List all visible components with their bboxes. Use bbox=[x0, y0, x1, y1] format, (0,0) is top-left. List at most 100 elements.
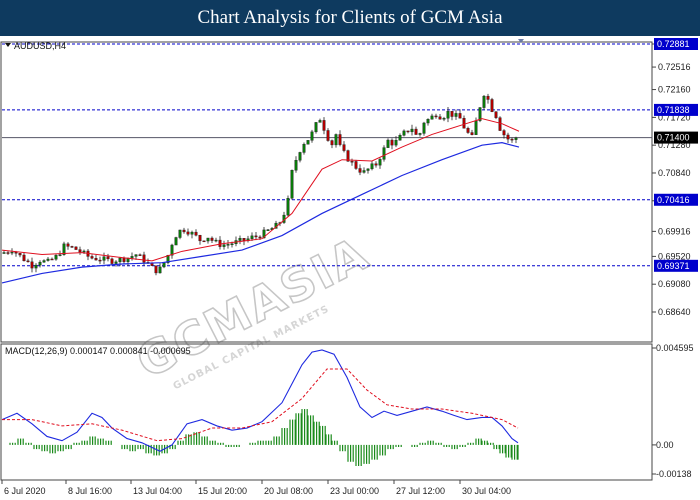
candle-body bbox=[174, 237, 178, 246]
candle-body bbox=[514, 137, 518, 140]
candle-body bbox=[214, 239, 218, 242]
candle-body bbox=[266, 229, 270, 231]
price-tick-label: 0.71280 bbox=[658, 140, 691, 150]
candle-body bbox=[466, 128, 470, 133]
candle-body bbox=[262, 229, 266, 239]
macd-tick-label: 0.00 bbox=[656, 440, 674, 450]
candle-body bbox=[42, 260, 46, 263]
price-panel-frame bbox=[0, 41, 653, 343]
candle-body bbox=[426, 119, 430, 124]
time-tick-label: 20 Jul 08:00 bbox=[264, 486, 313, 496]
candle-body bbox=[58, 254, 62, 256]
candle-body bbox=[478, 107, 482, 121]
moving-average-red-line bbox=[1, 118, 520, 262]
time-tick-label: 23 Jul 00:00 bbox=[330, 486, 379, 496]
candle-body bbox=[310, 131, 314, 141]
candle-body bbox=[406, 130, 410, 133]
candle-body bbox=[82, 250, 86, 253]
candle-body bbox=[118, 257, 122, 263]
candle-body bbox=[418, 133, 422, 135]
candle-body bbox=[294, 160, 298, 171]
candle-body bbox=[46, 258, 50, 261]
candle-body bbox=[386, 139, 390, 148]
candle-body bbox=[390, 139, 394, 146]
candle-body bbox=[202, 240, 206, 243]
candle-body bbox=[254, 235, 258, 238]
level-label: 0.71400 bbox=[657, 133, 690, 143]
candle-body bbox=[354, 161, 358, 169]
candle-body bbox=[458, 113, 462, 119]
macd-axis-ticks: 0.004595 0.00 -0.00138 bbox=[652, 343, 694, 479]
candle-body bbox=[506, 134, 510, 140]
candle-body bbox=[394, 139, 398, 146]
moving-average-blue-line bbox=[1, 142, 520, 284]
candle-body bbox=[378, 159, 382, 166]
candle-body bbox=[218, 239, 222, 247]
level-label-box bbox=[654, 259, 698, 272]
candle-body bbox=[486, 95, 490, 100]
chart-header-title: Chart Analysis for Clients of GCM Asia bbox=[0, 0, 700, 36]
candle-body bbox=[430, 115, 434, 120]
macd-main-line bbox=[1, 349, 519, 452]
level-label: 0.71838 bbox=[657, 105, 690, 115]
candle-body bbox=[446, 111, 450, 119]
candle-body bbox=[338, 134, 342, 145]
candle-body bbox=[226, 244, 230, 246]
candle-body bbox=[330, 140, 334, 146]
candle-body bbox=[2, 252, 6, 254]
shift-marker-icon[interactable] bbox=[518, 39, 524, 43]
candle-body bbox=[198, 235, 202, 242]
time-tick-label: 30 Jul 04:00 bbox=[462, 486, 511, 496]
macd-label: MACD(12,26,9) 0.000147 0.000841 -0.00069… bbox=[5, 346, 191, 356]
candle-body bbox=[238, 238, 242, 241]
dropdown-triangle-icon[interactable] bbox=[5, 43, 11, 47]
candle-body bbox=[194, 231, 198, 236]
level-label: 0.70416 bbox=[657, 195, 690, 205]
candle-body bbox=[70, 246, 74, 248]
candle-body bbox=[158, 266, 162, 274]
price-tick-label: 0.72516 bbox=[658, 62, 691, 72]
price-tick-label: 0.69080 bbox=[658, 279, 691, 289]
candle-body bbox=[498, 117, 502, 131]
candle-body bbox=[210, 237, 214, 241]
level-label-box bbox=[654, 103, 698, 116]
candle-body bbox=[14, 251, 18, 254]
candle-body bbox=[510, 138, 514, 141]
candle-body bbox=[206, 237, 210, 242]
candle-body bbox=[142, 254, 146, 263]
candle-body bbox=[322, 120, 326, 131]
price-tick-label: 0.70840 bbox=[658, 168, 691, 178]
candle-body bbox=[494, 111, 498, 118]
candle-body bbox=[18, 253, 22, 256]
candle-body bbox=[398, 135, 402, 141]
candle-body bbox=[90, 256, 94, 259]
candle-body bbox=[30, 261, 34, 269]
candle-body bbox=[94, 258, 98, 261]
chart-background bbox=[0, 36, 700, 500]
candle-body bbox=[154, 265, 158, 274]
candle-body bbox=[438, 116, 442, 120]
candle-body bbox=[286, 198, 290, 216]
time-tick-label: 27 Jul 12:00 bbox=[396, 486, 445, 496]
time-tick-label: 15 Jul 20:00 bbox=[198, 486, 247, 496]
candle-body bbox=[178, 229, 182, 238]
candle-body bbox=[138, 254, 142, 256]
horizontal-levels bbox=[2, 43, 652, 267]
level-label-box bbox=[654, 38, 698, 50]
candle-body bbox=[450, 111, 454, 117]
time-tick-label: 8 Jul 16:00 bbox=[68, 486, 112, 496]
price-tick-label: 0.69916 bbox=[658, 226, 691, 236]
chart-canvas[interactable]: GCMASIA GLOBAL CAPITAL MARKETS 0.728810.… bbox=[0, 36, 700, 500]
candle-body bbox=[410, 128, 414, 133]
candle-body bbox=[290, 170, 294, 199]
level-label-box bbox=[654, 193, 698, 206]
candle-body bbox=[314, 122, 318, 133]
macd-tick-label: 0.004595 bbox=[656, 343, 694, 353]
price-tick-label: 0.68640 bbox=[658, 307, 691, 317]
level-price-labels: 0.72881 0.71838 0.71400 0.70416 0.69371 bbox=[654, 38, 698, 272]
candle-body bbox=[306, 140, 310, 145]
time-tick-label: 6 Jul 2020 bbox=[4, 486, 46, 496]
candle-body bbox=[370, 163, 374, 170]
candle-body bbox=[162, 262, 166, 268]
candle-body bbox=[334, 134, 338, 146]
